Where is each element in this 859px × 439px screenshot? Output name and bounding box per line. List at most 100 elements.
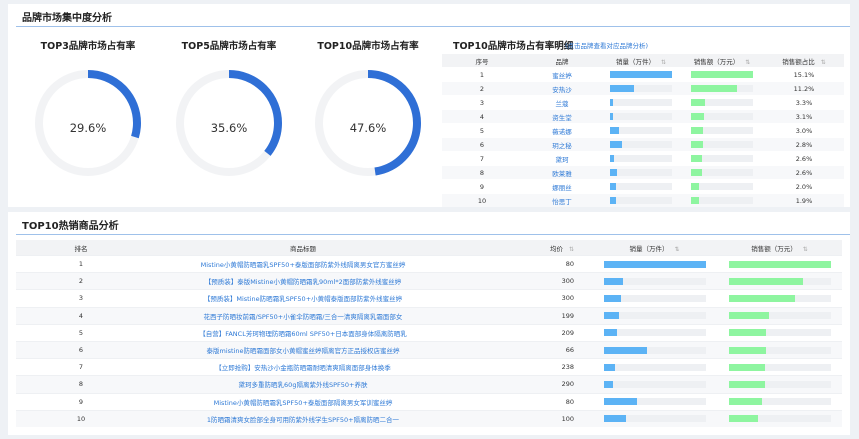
revenue-bar-fill	[728, 312, 770, 320]
row-number: 2	[442, 81, 522, 96]
brand-link[interactable]: 薇诺娜	[522, 123, 602, 138]
row-number: 7	[442, 151, 522, 166]
revenue-bar	[717, 375, 842, 393]
sales-bar	[602, 95, 680, 110]
table-row: 7 【立即抢购】安热沙小金瓶防晒霜耐晒清爽隔离面部身体换季 238	[16, 358, 842, 376]
sales-bar-fill	[610, 85, 634, 92]
brand-link[interactable]: 蜜丝婷	[522, 67, 602, 82]
row-number: 4	[442, 109, 522, 124]
brand-link[interactable]: 玥之秘	[522, 137, 602, 152]
row-number: 3	[442, 95, 522, 110]
table-row: 1 蜜丝婷 15.1%	[442, 67, 844, 82]
product-rank: 6	[16, 340, 146, 359]
brand-link[interactable]: 娜丽丝	[522, 179, 602, 194]
sales-bar-track	[603, 277, 706, 285]
sales-bar	[592, 392, 717, 411]
product-price: 66	[460, 340, 592, 359]
revenue-bar-fill	[728, 346, 767, 354]
col-header-revenue[interactable]: 销售额（万元） ⇅	[717, 240, 842, 256]
revenue-bar-fill	[728, 398, 763, 406]
product-title-link[interactable]: 【立即抢购】安热沙小金瓶防晒霜耐晒清爽隔离面部身体换季	[146, 358, 460, 376]
product-title-link[interactable]: 【预质装】Mistine防晒霜乳SPF50+小黄帽泰版面部防紫外线蜜丝婷	[146, 289, 460, 308]
sales-bar	[592, 409, 717, 427]
product-price: 300	[460, 272, 592, 290]
table-row: 8 黛珂多重防晒乳60g隔离紫外线SPF50+养肤 290	[16, 375, 842, 393]
sales-bar	[592, 289, 717, 308]
brand-link[interactable]: 资生堂	[522, 109, 602, 124]
product-title-link[interactable]: 泰版mistine防晒霜面部女小黄帽蜜丝婷隔离官方正品授权店蜜丝婷	[146, 340, 460, 359]
sales-bar	[602, 67, 680, 82]
revenue-bar-track	[728, 346, 831, 354]
sales-bar-track	[610, 85, 672, 92]
sales-bar	[592, 340, 717, 359]
revenue-bar-fill	[691, 169, 702, 176]
top3-donut-value: 29.6%	[69, 121, 107, 135]
sales-bar	[602, 151, 680, 166]
sales-bar	[592, 272, 717, 290]
brand-link[interactable]: 黛珂	[522, 151, 602, 166]
revenue-bar-track	[691, 141, 753, 148]
sales-bar-fill	[610, 197, 616, 204]
sales-bar-track	[603, 312, 706, 320]
col-header-price[interactable]: 均价 ⇅	[460, 240, 592, 256]
product-title-link[interactable]: 花西子防晒妆前霜/SPF50+小雀伞防晒霜/三合一清爽隔离乳霜面部女	[146, 306, 460, 325]
sales-bar	[602, 179, 680, 194]
col-header-share[interactable]: 销售额占比 ⇅	[764, 54, 844, 68]
top10-detail-title: TOP10品牌市场占有率明细	[453, 41, 574, 52]
revenue-bar-track	[691, 169, 753, 176]
revenue-bar-track	[728, 415, 831, 423]
brand-link[interactable]: 兰蔻	[522, 95, 602, 110]
top3-donut-ring	[35, 70, 141, 176]
product-title-link[interactable]: 1防晒霜清爽女脸部全身可用防紫外线学生SPF50+隔离防晒二合一	[146, 409, 460, 427]
col-header-sales[interactable]: 销量（万件） ⇅	[602, 54, 680, 68]
sales-bar	[592, 358, 717, 376]
sales-bar	[592, 375, 717, 393]
revenue-bar	[680, 67, 764, 82]
sales-bar-track	[603, 380, 706, 388]
col-header-sales[interactable]: 销量（万件） ⇅	[592, 240, 717, 256]
sales-bar-fill	[603, 312, 619, 320]
table-row: 3 兰蔻 3.3%	[442, 95, 844, 110]
sales-bar-fill	[603, 294, 621, 302]
revenue-bar	[680, 165, 764, 180]
table-row: 4 资生堂 3.1%	[442, 109, 844, 124]
revenue-bar-fill	[691, 127, 704, 134]
revenue-bar-track	[728, 312, 831, 320]
revenue-bar-fill	[728, 363, 766, 371]
sort-icon[interactable]: ⇅	[745, 58, 751, 66]
table-row: 9 娜丽丝 2.0%	[442, 179, 844, 194]
product-title-link[interactable]: 【预质装】泰版Mistine小黄帽防晒霜乳90ml*2面部防紫外线蜜丝婷	[146, 272, 460, 290]
product-title-link[interactable]: Mistine小黄帽防晒霜乳SPF50+泰版面部隔离男女军训蜜丝婷	[146, 392, 460, 411]
sales-bar-fill	[610, 183, 616, 190]
revenue-share: 11.2%	[764, 81, 844, 96]
col-header-revenue[interactable]: 销售额（万元） ⇅	[680, 54, 764, 68]
product-title-link[interactable]: 黛珂多重防晒乳60g隔离紫外线SPF50+养肤	[146, 375, 460, 393]
brand-link[interactable]: 安热沙	[522, 81, 602, 96]
revenue-bar-fill	[728, 294, 795, 302]
sort-icon[interactable]: ⇅	[820, 58, 826, 66]
product-title-link[interactable]: 【自营】FANCL芳珂物理防晒霜60ml SPF50+日本面部身体隔离防晒乳	[146, 323, 460, 342]
product-rank: 4	[16, 306, 146, 325]
sort-icon[interactable]: ⇅	[674, 245, 680, 253]
product-title-link[interactable]: Mistine小黄帽防晒霜乳SPF50+泰版面部防紫外线隔离男女官方蜜丝婷	[146, 254, 460, 273]
revenue-bar-fill	[691, 197, 700, 204]
revenue-bar-track	[728, 398, 831, 406]
brand-link[interactable]: 欧莱雅	[522, 165, 602, 180]
revenue-bar	[717, 358, 842, 376]
product-rank: 7	[16, 358, 146, 376]
top3-donut-title: TOP3品牌市场占有率	[40, 41, 136, 52]
section-divider	[16, 234, 850, 235]
sort-icon[interactable]: ⇅	[802, 245, 808, 253]
revenue-bar-track	[728, 294, 831, 302]
table-row: 6 玥之秘 2.8%	[442, 137, 844, 152]
sales-bar-fill	[610, 141, 623, 148]
sales-bar	[602, 123, 680, 138]
brand-link[interactable]: 怡思丁	[522, 193, 602, 207]
revenue-bar-fill	[728, 415, 759, 423]
sort-icon[interactable]: ⇅	[568, 245, 574, 253]
sort-icon[interactable]: ⇅	[660, 58, 667, 66]
table-row: 6 泰版mistine防晒霜面部女小黄帽蜜丝婷隔离官方正品授权店蜜丝婷 66	[16, 340, 842, 359]
sales-bar	[602, 137, 680, 152]
table-row: 1 Mistine小黄帽防晒霜乳SPF50+泰版面部防紫外线隔离男女官方蜜丝婷 80	[16, 254, 842, 273]
sales-bar-track	[603, 260, 706, 268]
